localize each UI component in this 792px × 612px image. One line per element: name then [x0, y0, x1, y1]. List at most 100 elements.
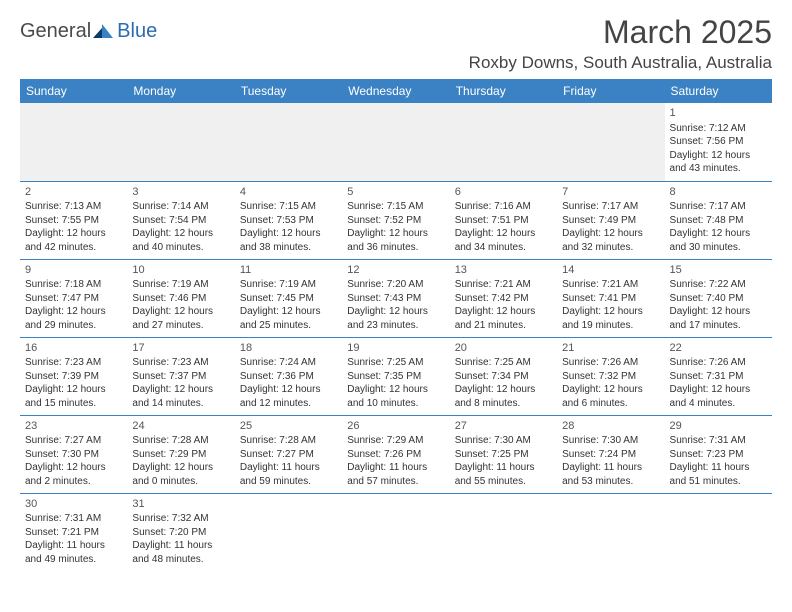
- day-number: 27: [455, 419, 552, 434]
- calendar-cell: 9Sunrise: 7:18 AMSunset: 7:47 PMDaylight…: [20, 259, 127, 337]
- day-number: 3: [132, 185, 229, 200]
- sunset-line: Sunset: 7:39 PM: [25, 370, 122, 384]
- sunset-line: Sunset: 7:34 PM: [455, 370, 552, 384]
- daylight-line: Daylight: 12 hours and 6 minutes.: [562, 383, 659, 410]
- day-number: 13: [455, 263, 552, 278]
- daylight-line: Daylight: 11 hours and 49 minutes.: [25, 539, 122, 566]
- sunset-line: Sunset: 7:27 PM: [240, 448, 337, 462]
- daylight-line: Daylight: 11 hours and 48 minutes.: [132, 539, 229, 566]
- calendar-week: 9Sunrise: 7:18 AMSunset: 7:47 PMDaylight…: [20, 259, 772, 337]
- day-number: 24: [132, 419, 229, 434]
- calendar-cell: 29Sunrise: 7:31 AMSunset: 7:23 PMDayligh…: [665, 415, 772, 493]
- calendar-cell: [342, 103, 449, 181]
- title-block: March 2025 Roxby Downs, South Australia,…: [469, 14, 772, 73]
- sunrise-line: Sunrise: 7:15 AM: [347, 200, 444, 214]
- sunset-line: Sunset: 7:41 PM: [562, 292, 659, 306]
- sunrise-line: Sunrise: 7:27 AM: [25, 434, 122, 448]
- calendar-cell: 5Sunrise: 7:15 AMSunset: 7:52 PMDaylight…: [342, 181, 449, 259]
- sunrise-line: Sunrise: 7:12 AM: [670, 122, 767, 136]
- day-number: 6: [455, 185, 552, 200]
- day-number: 20: [455, 341, 552, 356]
- calendar-week: 23Sunrise: 7:27 AMSunset: 7:30 PMDayligh…: [20, 415, 772, 493]
- day-number: 11: [240, 263, 337, 278]
- sunset-line: Sunset: 7:37 PM: [132, 370, 229, 384]
- daylight-line: Daylight: 12 hours and 8 minutes.: [455, 383, 552, 410]
- sunrise-line: Sunrise: 7:15 AM: [240, 200, 337, 214]
- calendar-cell: 1Sunrise: 7:12 AMSunset: 7:56 PMDaylight…: [665, 103, 772, 181]
- sunset-line: Sunset: 7:55 PM: [25, 214, 122, 228]
- sunrise-line: Sunrise: 7:30 AM: [455, 434, 552, 448]
- sunrise-line: Sunrise: 7:13 AM: [25, 200, 122, 214]
- daylight-line: Daylight: 12 hours and 10 minutes.: [347, 383, 444, 410]
- sunrise-line: Sunrise: 7:21 AM: [455, 278, 552, 292]
- calendar-cell: 7Sunrise: 7:17 AMSunset: 7:49 PMDaylight…: [557, 181, 664, 259]
- sunset-line: Sunset: 7:20 PM: [132, 526, 229, 540]
- sunset-line: Sunset: 7:31 PM: [670, 370, 767, 384]
- calendar-cell: 17Sunrise: 7:23 AMSunset: 7:37 PMDayligh…: [127, 337, 234, 415]
- sunrise-line: Sunrise: 7:24 AM: [240, 356, 337, 370]
- daylight-line: Daylight: 12 hours and 19 minutes.: [562, 305, 659, 332]
- daylight-line: Daylight: 12 hours and 15 minutes.: [25, 383, 122, 410]
- calendar-cell: 6Sunrise: 7:16 AMSunset: 7:51 PMDaylight…: [450, 181, 557, 259]
- day-number: 18: [240, 341, 337, 356]
- daylight-line: Daylight: 11 hours and 59 minutes.: [240, 461, 337, 488]
- sunset-line: Sunset: 7:43 PM: [347, 292, 444, 306]
- calendar-cell: [127, 103, 234, 181]
- daylight-line: Daylight: 11 hours and 53 minutes.: [562, 461, 659, 488]
- calendar-cell: 24Sunrise: 7:28 AMSunset: 7:29 PMDayligh…: [127, 415, 234, 493]
- daylight-line: Daylight: 12 hours and 36 minutes.: [347, 227, 444, 254]
- day-number: 7: [562, 185, 659, 200]
- sunrise-line: Sunrise: 7:17 AM: [670, 200, 767, 214]
- sunset-line: Sunset: 7:52 PM: [347, 214, 444, 228]
- calendar-cell: 10Sunrise: 7:19 AMSunset: 7:46 PMDayligh…: [127, 259, 234, 337]
- sunrise-line: Sunrise: 7:26 AM: [670, 356, 767, 370]
- day-number: 28: [562, 419, 659, 434]
- day-header: Sunday: [20, 79, 127, 103]
- daylight-line: Daylight: 12 hours and 34 minutes.: [455, 227, 552, 254]
- logo-flag-icon: [93, 24, 115, 40]
- calendar-cell: 28Sunrise: 7:30 AMSunset: 7:24 PMDayligh…: [557, 415, 664, 493]
- day-number: 2: [25, 185, 122, 200]
- calendar-page: General Blue March 2025 Roxby Downs, Sou…: [0, 0, 792, 585]
- daylight-line: Daylight: 12 hours and 2 minutes.: [25, 461, 122, 488]
- daylight-line: Daylight: 12 hours and 14 minutes.: [132, 383, 229, 410]
- daylight-line: Daylight: 11 hours and 55 minutes.: [455, 461, 552, 488]
- daylight-line: Daylight: 12 hours and 0 minutes.: [132, 461, 229, 488]
- sunset-line: Sunset: 7:48 PM: [670, 214, 767, 228]
- daylight-line: Daylight: 12 hours and 30 minutes.: [670, 227, 767, 254]
- sunset-line: Sunset: 7:42 PM: [455, 292, 552, 306]
- sunrise-line: Sunrise: 7:19 AM: [132, 278, 229, 292]
- day-header: Thursday: [450, 79, 557, 103]
- sunset-line: Sunset: 7:49 PM: [562, 214, 659, 228]
- calendar-week: 1Sunrise: 7:12 AMSunset: 7:56 PMDaylight…: [20, 103, 772, 181]
- calendar-body: 1Sunrise: 7:12 AMSunset: 7:56 PMDaylight…: [20, 103, 772, 571]
- sunrise-line: Sunrise: 7:18 AM: [25, 278, 122, 292]
- sunrise-line: Sunrise: 7:25 AM: [347, 356, 444, 370]
- day-number: 15: [670, 263, 767, 278]
- daylight-line: Daylight: 12 hours and 4 minutes.: [670, 383, 767, 410]
- calendar-cell: 20Sunrise: 7:25 AMSunset: 7:34 PMDayligh…: [450, 337, 557, 415]
- sunset-line: Sunset: 7:56 PM: [670, 135, 767, 149]
- sunrise-line: Sunrise: 7:28 AM: [132, 434, 229, 448]
- sunset-line: Sunset: 7:53 PM: [240, 214, 337, 228]
- sunset-line: Sunset: 7:46 PM: [132, 292, 229, 306]
- calendar-cell: 12Sunrise: 7:20 AMSunset: 7:43 PMDayligh…: [342, 259, 449, 337]
- day-number: 10: [132, 263, 229, 278]
- calendar-week: 16Sunrise: 7:23 AMSunset: 7:39 PMDayligh…: [20, 337, 772, 415]
- daylight-line: Daylight: 12 hours and 43 minutes.: [670, 149, 767, 176]
- calendar-cell: 2Sunrise: 7:13 AMSunset: 7:55 PMDaylight…: [20, 181, 127, 259]
- sunrise-line: Sunrise: 7:31 AM: [25, 512, 122, 526]
- calendar-cell: 18Sunrise: 7:24 AMSunset: 7:36 PMDayligh…: [235, 337, 342, 415]
- sunset-line: Sunset: 7:26 PM: [347, 448, 444, 462]
- sunset-line: Sunset: 7:29 PM: [132, 448, 229, 462]
- day-number: 19: [347, 341, 444, 356]
- day-header: Wednesday: [342, 79, 449, 103]
- day-number: 1: [670, 106, 767, 121]
- sunset-line: Sunset: 7:30 PM: [25, 448, 122, 462]
- day-number: 17: [132, 341, 229, 356]
- sunrise-line: Sunrise: 7:20 AM: [347, 278, 444, 292]
- day-header-row: Sunday Monday Tuesday Wednesday Thursday…: [20, 79, 772, 103]
- daylight-line: Daylight: 12 hours and 38 minutes.: [240, 227, 337, 254]
- day-number: 14: [562, 263, 659, 278]
- daylight-line: Daylight: 12 hours and 12 minutes.: [240, 383, 337, 410]
